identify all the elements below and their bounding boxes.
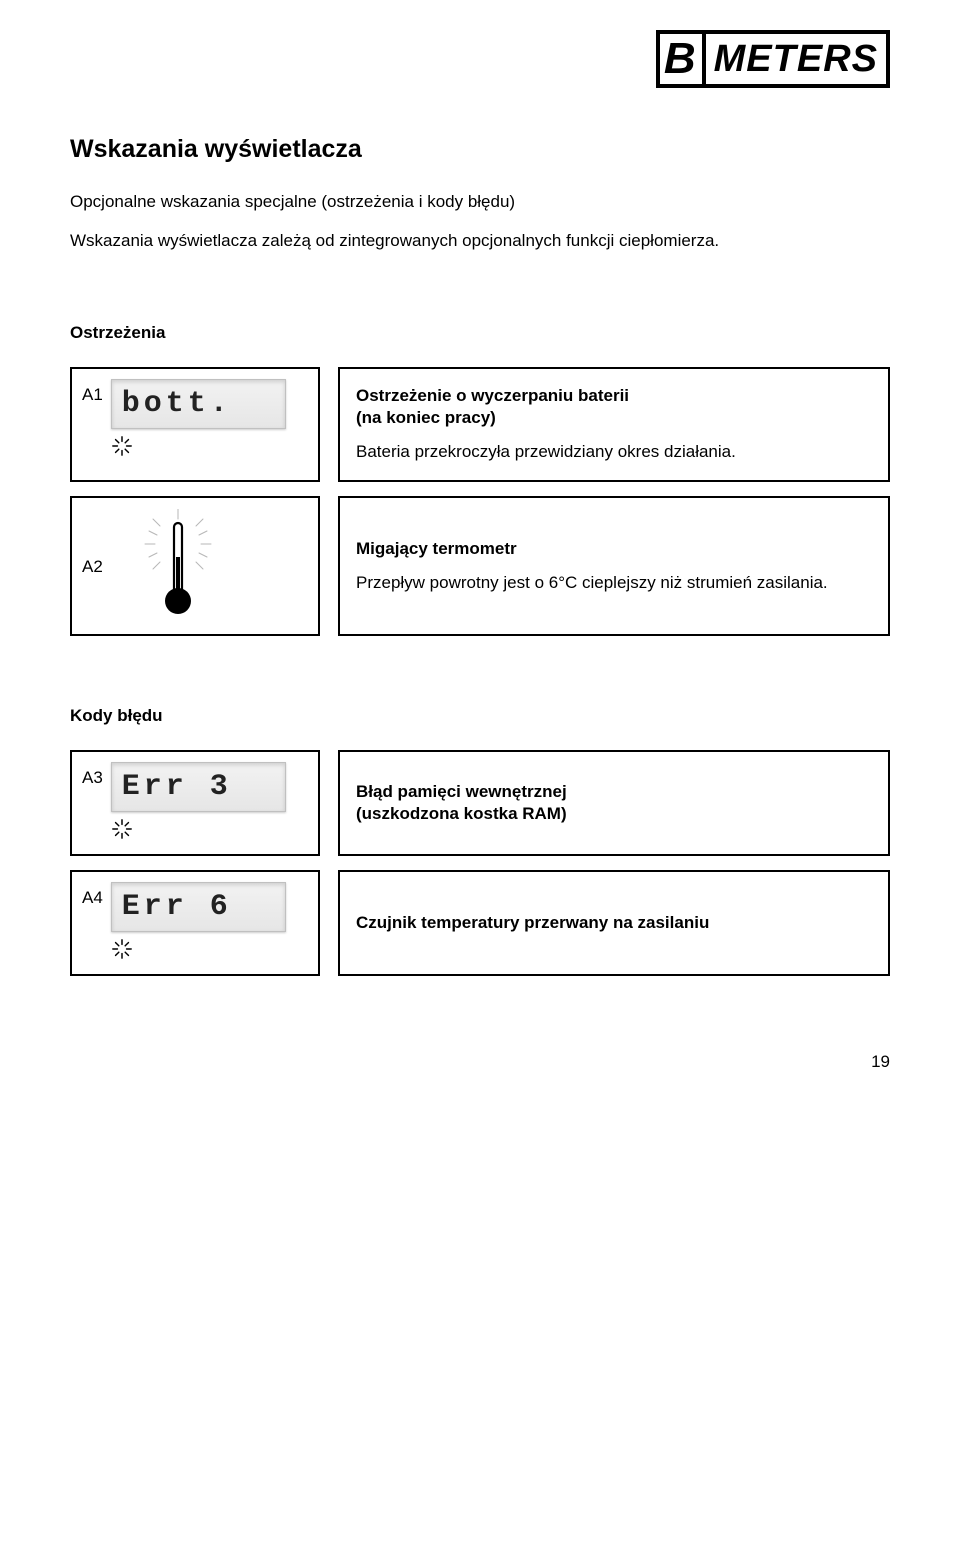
warning-row-a2: A2 Migający termometr Przepływ powrotny … — [70, 496, 890, 636]
lcd-display-a1: bott. — [111, 379, 286, 429]
error-row-a3: A3 Err 3 Błąd pamięci wewnętrznej (uszko… — [70, 750, 890, 856]
warning-a1-desc: Ostrzeżenie o wyczerpaniu baterii (na ko… — [338, 367, 890, 482]
a1-title2: (na koniec pracy) — [356, 408, 496, 427]
warning-row-a1: A1 bott. Ostrzeżenie o wyczerpaniu bater… — [70, 367, 890, 482]
intro-text: Wskazania wyświetlacza zależą od zintegr… — [70, 230, 890, 253]
error-a4-left: A4 Err 6 — [70, 870, 320, 976]
warning-a1-left: A1 bott. — [70, 367, 320, 482]
thermometer-icon — [143, 509, 213, 619]
a1-title: Ostrzeżenie o wyczerpaniu baterii — [356, 386, 629, 405]
code-a4: A4 — [82, 882, 103, 908]
page-number: 19 — [871, 1052, 890, 1072]
error-a4-desc: Czujnik temperatury przerwany na zasilan… — [338, 870, 890, 976]
code-a2: A2 — [82, 551, 103, 577]
warning-a2-desc: Migający termometr Przepływ powrotny jes… — [338, 496, 890, 636]
flash-icon — [111, 435, 133, 457]
code-a1: A1 — [82, 379, 103, 405]
flash-icon — [111, 818, 133, 840]
logo-meters-word: METERS — [706, 34, 886, 84]
a2-text: Przepływ powrotny jest o 6°C cieplejszy … — [356, 572, 872, 595]
a1-text: Bateria przekroczyła przewidziany okres … — [356, 441, 872, 464]
lcd-display-a4: Err 6 — [111, 882, 286, 932]
error-codes-heading: Kody błędu — [70, 706, 890, 726]
warning-a2-left: A2 — [70, 496, 320, 636]
brand-logo: B METERS — [656, 30, 890, 88]
code-a3: A3 — [82, 762, 103, 788]
a4-title: Czujnik temperatury przerwany na zasilan… — [356, 912, 872, 934]
a3-title2: (uszkodzona kostka RAM) — [356, 804, 567, 823]
logo-b-letter: B — [660, 34, 706, 84]
warnings-heading: Ostrzeżenia — [70, 323, 890, 343]
lcd-display-a3: Err 3 — [111, 762, 286, 812]
flash-icon — [111, 938, 133, 960]
page-title: Wskazania wyświetlacza — [70, 135, 890, 164]
a3-title: Błąd pamięci wewnętrznej — [356, 782, 567, 801]
error-row-a4: A4 Err 6 Czujnik temperatury przerwany n… — [70, 870, 890, 976]
error-a3-left: A3 Err 3 — [70, 750, 320, 856]
page-subtitle: Opcjonalne wskazania specjalne (ostrzeże… — [70, 192, 890, 212]
a2-title: Migający termometr — [356, 538, 872, 560]
error-a3-desc: Błąd pamięci wewnętrznej (uszkodzona kos… — [338, 750, 890, 856]
